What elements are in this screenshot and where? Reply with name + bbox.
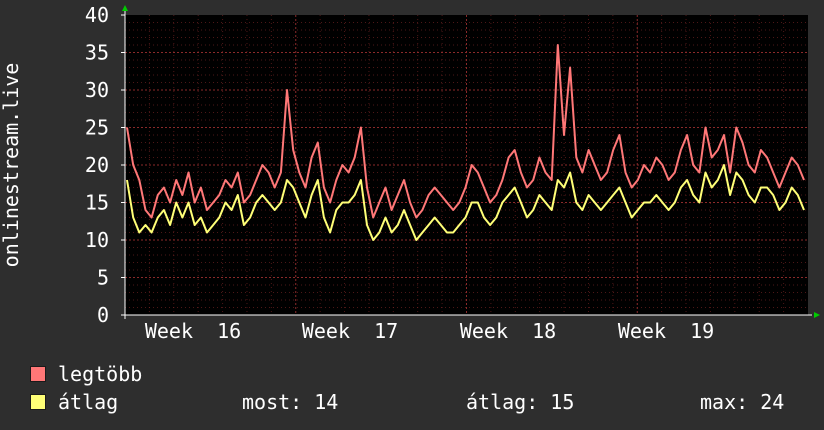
y-axis-label: onlinestream.live bbox=[0, 63, 23, 268]
legend-label-avg: átlag bbox=[58, 390, 119, 414]
legend-item-avg: átlag bbox=[30, 390, 118, 414]
stat-average: átlag: 15 bbox=[466, 390, 575, 414]
chart-plot: 0 5 10 15 20 25 30 35 40 Week 16 Week 17 Week 18 We… bbox=[0, 3, 820, 343]
y-tick-label: 0 bbox=[97, 303, 109, 327]
series-line-max bbox=[126, 44, 805, 219]
x-tick-label: Week 18 bbox=[460, 319, 556, 343]
legend-swatch-max bbox=[30, 366, 46, 382]
legend-label-max: legtöbb bbox=[58, 362, 143, 386]
y-tick-label: 35 bbox=[85, 41, 109, 65]
legend-swatch-avg bbox=[30, 394, 46, 410]
x-axis-arrow bbox=[814, 312, 820, 318]
y-tick-label: 5 bbox=[97, 266, 109, 290]
x-tick-label: Week 16 bbox=[145, 319, 241, 343]
y-tick-label: 20 bbox=[85, 153, 109, 177]
stat-max: max: 24 bbox=[700, 390, 785, 414]
y-tick-label: 10 bbox=[85, 228, 109, 252]
legend-item-max: legtöbb bbox=[30, 362, 142, 386]
y-axis-arrow bbox=[122, 5, 128, 11]
series-line-avg bbox=[126, 164, 805, 241]
x-tick-label: Week 17 bbox=[302, 319, 398, 343]
stat-current: most: 14 bbox=[242, 390, 339, 414]
y-tick-label: 25 bbox=[85, 116, 109, 140]
y-tick-label: 40 bbox=[85, 3, 109, 27]
y-tick-label: 15 bbox=[85, 191, 109, 215]
x-tick-label: Week 19 bbox=[618, 319, 714, 343]
y-tick-label: 30 bbox=[85, 78, 109, 102]
